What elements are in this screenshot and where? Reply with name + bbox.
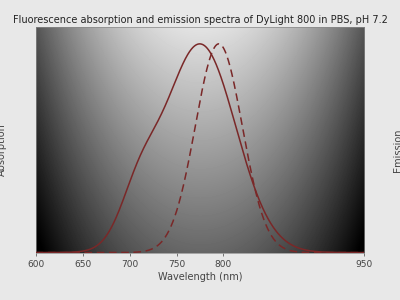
X-axis label: Wavelength (nm): Wavelength (nm) — [158, 272, 242, 282]
Text: Absorption: Absorption — [0, 124, 7, 176]
Text: Emission: Emission — [393, 128, 400, 172]
Title: Fluorescence absorption and emission spectra of DyLight 800 in PBS, pH 7.2: Fluorescence absorption and emission spe… — [12, 15, 388, 25]
